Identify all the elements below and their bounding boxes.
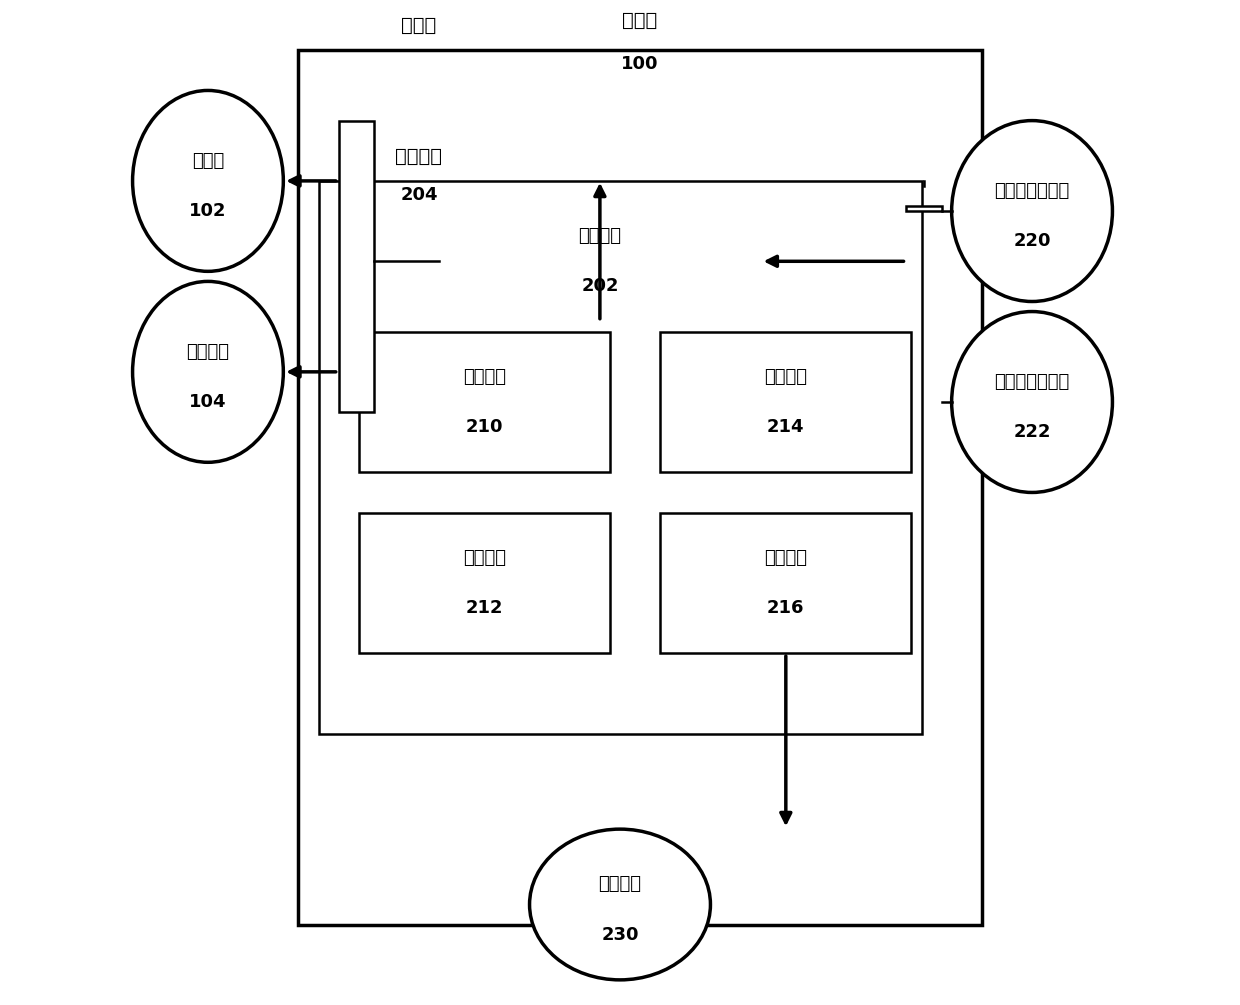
- Text: 性能状态: 性能状态: [599, 875, 641, 893]
- Text: 202: 202: [582, 277, 619, 295]
- Text: 控制模块: 控制模块: [578, 227, 621, 245]
- Text: 控制器: 控制器: [622, 11, 657, 30]
- FancyBboxPatch shape: [906, 206, 941, 211]
- Text: 204: 204: [401, 186, 438, 204]
- FancyBboxPatch shape: [358, 332, 610, 472]
- Text: 216: 216: [768, 599, 805, 617]
- Text: 计算模块: 计算模块: [463, 549, 506, 567]
- Text: 控制器: 控制器: [402, 16, 436, 35]
- Text: 投配命令: 投配命令: [186, 343, 229, 361]
- Ellipse shape: [951, 312, 1112, 492]
- FancyBboxPatch shape: [299, 50, 982, 925]
- Text: 诊断模块: 诊断模块: [396, 147, 443, 166]
- Text: 泵命令: 泵命令: [192, 152, 224, 170]
- FancyBboxPatch shape: [660, 332, 911, 472]
- Text: 102: 102: [190, 202, 227, 220]
- Text: 222: 222: [1013, 423, 1050, 441]
- Text: 报告模块: 报告模块: [764, 549, 807, 567]
- Text: 100: 100: [621, 55, 658, 73]
- Text: 230: 230: [601, 926, 639, 944]
- Text: 214: 214: [768, 418, 805, 436]
- Text: 212: 212: [465, 599, 503, 617]
- Ellipse shape: [133, 281, 283, 462]
- FancyBboxPatch shape: [339, 121, 373, 412]
- FancyBboxPatch shape: [358, 513, 610, 653]
- FancyBboxPatch shape: [660, 513, 911, 653]
- Text: 220: 220: [1013, 232, 1050, 250]
- FancyBboxPatch shape: [319, 181, 921, 734]
- Ellipse shape: [951, 121, 1112, 302]
- Text: 104: 104: [190, 393, 227, 411]
- Ellipse shape: [529, 829, 711, 980]
- Text: 高压传感器数据: 高压传感器数据: [994, 182, 1070, 200]
- Text: 比较模块: 比较模块: [764, 368, 807, 386]
- Ellipse shape: [133, 90, 283, 271]
- Text: 采样模块: 采样模块: [463, 368, 506, 386]
- Text: 其他传感器数据: 其他传感器数据: [994, 373, 1070, 391]
- FancyBboxPatch shape: [439, 201, 760, 322]
- Text: 210: 210: [465, 418, 503, 436]
